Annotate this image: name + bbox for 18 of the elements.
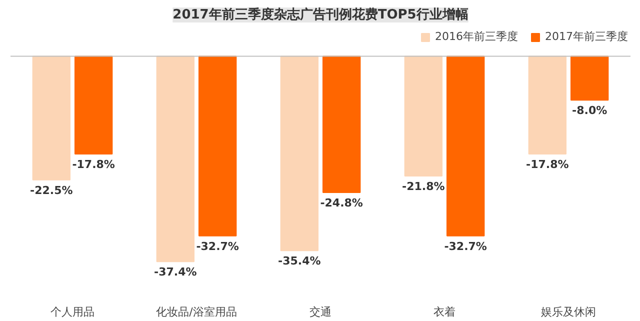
x-tick-label: 个人用品 [50, 306, 94, 318]
data-label: -21.8% [402, 180, 445, 193]
data-label: -32.7% [444, 240, 487, 253]
x-tick-label: 化妆品/浴室用品 [156, 306, 237, 318]
x-tick-label: 交通 [310, 306, 332, 318]
x-tick-label: 娱乐及休闲 [541, 306, 596, 318]
data-label: -37.4% [154, 266, 197, 279]
data-label: -24.8% [320, 196, 363, 210]
x-tick-label: 衣着 [434, 306, 456, 318]
data-label: -32.7% [196, 240, 239, 253]
data-label: -8.0% [572, 104, 608, 118]
data-label: -35.4% [278, 254, 321, 268]
data-label: -22.5% [30, 184, 73, 197]
chart-title: 2017年前三季度杂志广告刊例花费TOP5行业增幅 [172, 6, 468, 22]
legend-label: 2017年前三季度 [545, 29, 628, 44]
data-label: -17.8% [526, 158, 569, 172]
legend-label: 2016年前三季度 [435, 29, 518, 44]
data-label: -17.8% [72, 158, 115, 172]
